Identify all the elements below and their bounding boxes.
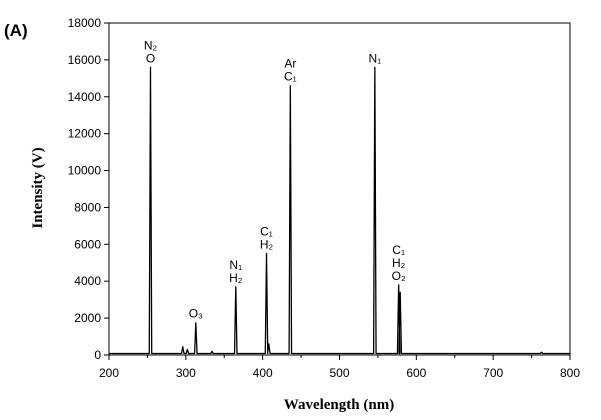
peak-label: O	[146, 51, 155, 65]
peak-label: O₂	[392, 269, 406, 283]
y-tick-label: 14000	[68, 90, 102, 104]
peak-label: N₁	[368, 51, 381, 65]
x-tick-label: 300	[176, 366, 196, 380]
y-tick-label: 6000	[74, 237, 101, 251]
spectrum-line	[109, 66, 570, 355]
y-tick-label: 0	[94, 348, 101, 362]
x-axis-title: Wavelength (nm)	[284, 397, 394, 413]
peak-label: O₃	[189, 307, 203, 321]
x-tick-label: 700	[483, 366, 503, 380]
peak-label: Ar	[284, 57, 296, 71]
y-axis-title: Intensity (V)	[30, 147, 46, 228]
x-tick-label: 600	[406, 366, 426, 380]
x-tick-label: 200	[99, 366, 119, 380]
peak-label: C₁	[260, 225, 273, 239]
panel-label: (A)	[4, 21, 28, 40]
peak-label: N₂	[144, 38, 158, 52]
plot-area: 0 2000 4000 6000 8000 10000 12000 14000 16000 180…	[68, 16, 581, 380]
plot-frame	[108, 22, 571, 356]
y-tick-label: 18000	[68, 16, 102, 30]
y-tick-label: 8000	[74, 200, 101, 214]
peak-label: H₂	[260, 238, 274, 252]
y-tick-label: 4000	[74, 274, 101, 288]
peak-label: N₁	[229, 258, 242, 272]
y-tick-label: 12000	[68, 127, 102, 141]
peak-label: C₁	[392, 243, 405, 257]
x-tick-label: 800	[560, 366, 580, 380]
peak-label: H₂	[229, 271, 243, 285]
y-tick-label: 16000	[68, 53, 102, 67]
y-tick-label: 2000	[74, 311, 101, 325]
peak-label: C₁	[284, 70, 297, 84]
peak-label: H₂	[392, 256, 406, 270]
x-tick-label: 400	[253, 366, 273, 380]
x-tick-label: 500	[329, 366, 349, 380]
y-tick-label: 10000	[68, 164, 102, 178]
